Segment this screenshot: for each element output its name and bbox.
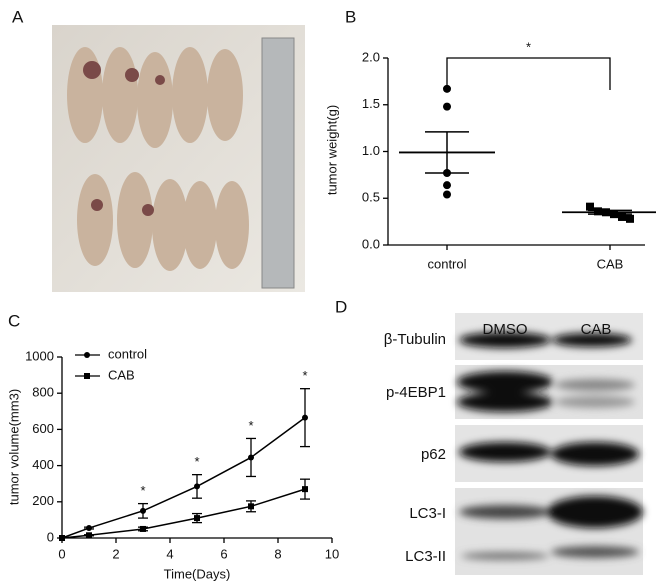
blot-row: LC3-I	[409, 505, 446, 522]
y-tick-label: 0	[47, 529, 54, 544]
y-tick-label: 600	[32, 421, 54, 436]
significance: *	[248, 418, 253, 433]
y-axis-label: tumor weight(g)	[324, 105, 339, 195]
panel-label: B	[345, 7, 356, 26]
y-tick-label: 800	[32, 385, 54, 400]
point	[248, 454, 254, 461]
point	[59, 535, 65, 541]
point	[302, 486, 308, 493]
y-tick-label: 400	[32, 457, 54, 472]
x-tick-label: 10	[325, 546, 339, 561]
point	[194, 515, 200, 522]
significance: *	[140, 483, 145, 498]
point	[443, 181, 451, 190]
significance-bracket	[446, 57, 611, 90]
y-tick-label: 1000	[25, 348, 54, 363]
y-tick-label: 200	[32, 493, 54, 508]
significance: *	[526, 39, 531, 54]
y-tick-label: 1.5	[362, 96, 380, 111]
x-axis-label: Time(Days)	[164, 566, 231, 581]
blot-column: CAB	[581, 321, 612, 338]
x-tick-label: 0	[58, 546, 65, 561]
legend-marker	[84, 352, 90, 358]
significance: *	[194, 454, 199, 469]
x-tick-label: 2	[112, 546, 119, 561]
blot-row: p62	[421, 446, 446, 463]
point	[194, 483, 200, 490]
point	[602, 208, 610, 217]
x-tick-label: 6	[220, 546, 227, 561]
x-tick-label: CAB	[597, 256, 624, 271]
blot-row: p-4EBP1	[386, 384, 446, 401]
point	[248, 503, 254, 510]
point	[443, 169, 451, 178]
panel-label: A	[12, 7, 24, 26]
blot-row: LC3-II	[405, 548, 446, 565]
point	[86, 532, 92, 539]
line	[61, 488, 306, 539]
legend-label: control	[108, 346, 147, 361]
point	[610, 210, 618, 219]
point	[86, 525, 92, 532]
point	[626, 214, 634, 223]
legend-label: CAB	[108, 367, 135, 382]
y-tick-label: 2.0	[362, 49, 380, 64]
y-axis-label: tumor volume(mm3)	[6, 389, 21, 505]
x-tick-label: 4	[166, 546, 173, 561]
point	[443, 102, 451, 111]
point	[594, 207, 602, 216]
y-tick-label: 0.0	[362, 236, 380, 251]
point	[140, 525, 146, 532]
photo	[52, 25, 305, 292]
point	[618, 212, 626, 221]
point	[443, 84, 451, 93]
point	[140, 507, 146, 514]
line	[61, 417, 306, 539]
significance: *	[302, 368, 307, 383]
y-tick-label: 1.0	[362, 143, 380, 158]
point	[586, 202, 594, 211]
legend-marker	[84, 373, 90, 379]
blot-column: DMSO	[483, 321, 528, 338]
x-tick-label: 8	[274, 546, 281, 561]
x-tick-label: control	[427, 256, 466, 271]
blot-row: β-Tubulin	[384, 331, 446, 348]
panel-label: C	[8, 311, 20, 330]
panel-label: D	[335, 297, 347, 316]
blot: DMSO CAB β-Tubulin p-4EBP1 p62 LC3-I LC3…	[384, 313, 643, 575]
y-tick-label: 0.5	[362, 190, 380, 205]
point	[302, 414, 308, 421]
point	[443, 190, 451, 199]
